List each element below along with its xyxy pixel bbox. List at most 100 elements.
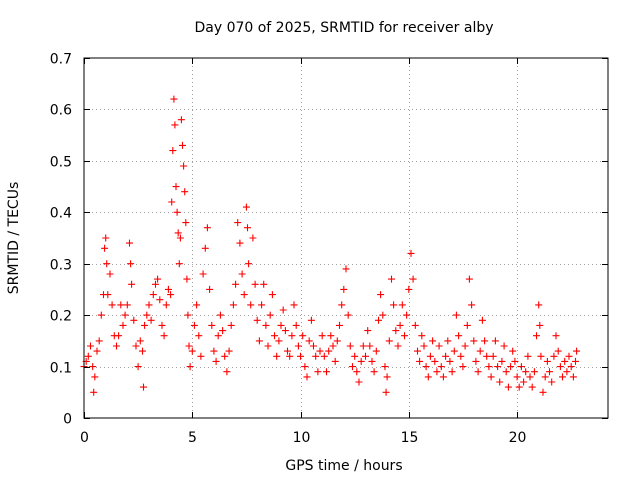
data-point <box>126 239 133 247</box>
data-point <box>323 368 330 376</box>
y-tick-label: 0.7 <box>50 52 72 68</box>
data-point <box>357 357 365 365</box>
data-point <box>102 234 110 242</box>
data-point <box>123 301 131 309</box>
data-point <box>201 244 209 252</box>
data-point <box>223 368 231 376</box>
data-point <box>515 383 523 391</box>
x-axis-label: GPS time / hours <box>285 458 402 474</box>
data-point <box>344 311 352 319</box>
data-point <box>279 306 287 314</box>
data-point <box>216 311 224 319</box>
data-point <box>286 352 294 360</box>
data-point <box>381 363 389 371</box>
data-point <box>346 342 354 350</box>
data-point <box>288 332 296 340</box>
data-point <box>318 332 326 340</box>
data-point <box>372 347 380 355</box>
data-point <box>552 332 560 340</box>
data-point <box>249 234 257 242</box>
data-point <box>188 347 196 355</box>
y-tick-label: 0.5 <box>50 155 72 171</box>
data-point <box>375 316 382 324</box>
data-point <box>474 368 482 376</box>
data-point <box>502 368 510 376</box>
data-point <box>106 270 114 278</box>
data-point <box>556 363 564 371</box>
data-point <box>197 352 205 360</box>
data-point <box>385 337 393 345</box>
data-point <box>310 342 317 350</box>
data-point <box>541 373 549 381</box>
data-point <box>407 249 415 257</box>
data-point <box>444 337 452 345</box>
data-point <box>104 291 112 299</box>
x-tick-label: 20 <box>509 430 527 446</box>
data-point <box>476 347 484 355</box>
data-point <box>455 332 463 340</box>
data-point <box>140 383 147 391</box>
data-point <box>572 357 579 365</box>
data-point <box>195 332 203 340</box>
data-point <box>550 352 558 360</box>
data-point <box>457 352 465 360</box>
data-point <box>115 332 123 340</box>
data-point <box>299 332 307 340</box>
data-point <box>481 337 489 345</box>
data-point <box>251 280 259 288</box>
data-point <box>569 373 577 381</box>
data-point <box>117 301 125 309</box>
data-point <box>229 301 237 309</box>
data-point <box>139 347 146 355</box>
data-point <box>91 373 99 381</box>
data-point <box>388 275 395 283</box>
data-point <box>294 342 302 350</box>
data-point <box>437 363 445 371</box>
data-point <box>359 342 367 350</box>
data-point <box>411 321 419 329</box>
data-point <box>401 332 408 340</box>
data-point <box>478 316 486 324</box>
data-point <box>530 368 538 376</box>
y-tick-label: 0.1 <box>50 361 72 377</box>
data-point <box>459 363 467 371</box>
data-point <box>225 347 233 355</box>
data-point <box>210 347 218 355</box>
data-point <box>177 116 185 124</box>
data-point <box>465 275 473 283</box>
data-point <box>297 352 304 360</box>
data-point <box>468 301 476 309</box>
data-point <box>414 347 421 355</box>
data-point <box>232 280 240 288</box>
data-point <box>416 357 424 365</box>
data-point <box>565 352 573 360</box>
x-tick-label: 10 <box>293 430 311 446</box>
x-tick-label: 15 <box>401 430 419 446</box>
data-point <box>435 342 443 350</box>
data-point <box>158 321 166 329</box>
data-point <box>418 332 426 340</box>
data-point <box>143 311 151 319</box>
data-point <box>136 337 144 345</box>
data-point <box>245 260 253 268</box>
chart-title: Day 070 of 2025, SRMTID for receiver alb… <box>194 20 493 36</box>
data-point <box>84 352 92 360</box>
data-point <box>546 368 553 376</box>
data-point <box>108 301 116 309</box>
data-point <box>180 162 188 170</box>
data-point <box>535 301 543 309</box>
data-point <box>264 342 272 350</box>
data-point <box>470 337 478 345</box>
plot-frame <box>83 57 609 419</box>
y-tick-label: 0 <box>63 412 72 428</box>
data-point <box>314 368 322 376</box>
data-point <box>528 383 536 391</box>
data-point <box>290 301 298 309</box>
data-point <box>119 321 127 329</box>
data-point <box>491 337 499 345</box>
data-point <box>212 357 220 365</box>
data-point <box>240 291 248 299</box>
data-point <box>336 321 343 329</box>
y-tick-label: 0.4 <box>50 206 72 222</box>
data-point <box>127 260 135 268</box>
